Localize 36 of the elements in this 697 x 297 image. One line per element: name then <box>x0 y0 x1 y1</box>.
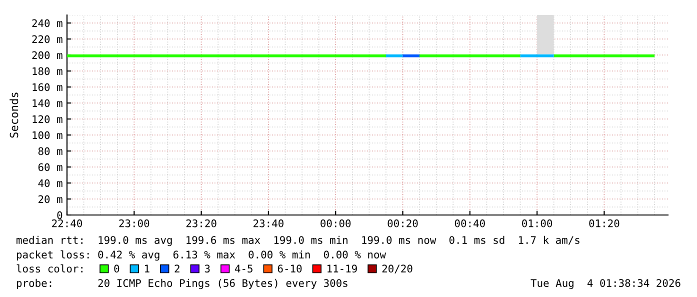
x-tick-label: 00:40 <box>454 219 485 228</box>
legend-label: 11-19 <box>328 264 357 273</box>
y-tick-label: 240 m <box>32 19 62 28</box>
y-tick-label: 100 m <box>32 131 62 140</box>
y-tick-label: 180 m <box>32 67 62 76</box>
legend-label: 1 <box>145 264 150 272</box>
x-tick-label: 22:40 <box>52 219 82 228</box>
legend-title: loss color: <box>16 264 82 273</box>
legend-label: 6-10 <box>278 264 302 273</box>
x-tick-label: 00:20 <box>388 219 418 228</box>
text: median rtt: 199.0 ms avg 199.6 ms max 199.0 ms min 199.0 ms now 0.1 ms sd 1.7 k am/s <box>16 236 580 246</box>
x-tick-label: 01:20 <box>589 219 620 228</box>
y-tick-label: 20 m <box>38 195 62 204</box>
x-tick-label: 23:40 <box>254 219 284 228</box>
x-tick-label: 23:20 <box>186 219 216 228</box>
legend-label: 20/20 <box>382 264 412 274</box>
x-tick-label: 23:00 <box>119 219 150 228</box>
y-tick-label: 80 m <box>38 147 62 156</box>
x-tick-label: 01:00 <box>522 219 552 228</box>
text: packet loss: 0.42 % avg 6.13 % max 0.00 % min 0.00 % now <box>16 250 386 261</box>
legend-label: 2 <box>174 264 180 272</box>
y-tick-label: 40 m <box>38 179 62 188</box>
y-tick-label: 200 m <box>32 51 62 60</box>
text: Tue Aug 4 01:38:34 2026 <box>530 279 680 290</box>
y-tick-label: 220 m <box>32 35 62 44</box>
legend-label: 0 <box>114 264 120 273</box>
y-tick-label: 140 m <box>32 99 62 108</box>
legend-label: 4-5 <box>234 264 252 273</box>
text: probe: 20 ICMP Echo Pings (56 Bytes) every 300s <box>16 278 348 290</box>
y-tick-label: 120 m <box>32 115 62 124</box>
y-tick-label: 0 <box>57 211 62 220</box>
legend-label: 3 <box>204 264 210 273</box>
y-axis-title: Seconds <box>10 92 18 138</box>
y-tick-label: 160 m <box>32 83 62 92</box>
x-tick-label: 00:00 <box>320 219 351 228</box>
y-tick-label: 60 m <box>38 163 62 172</box>
